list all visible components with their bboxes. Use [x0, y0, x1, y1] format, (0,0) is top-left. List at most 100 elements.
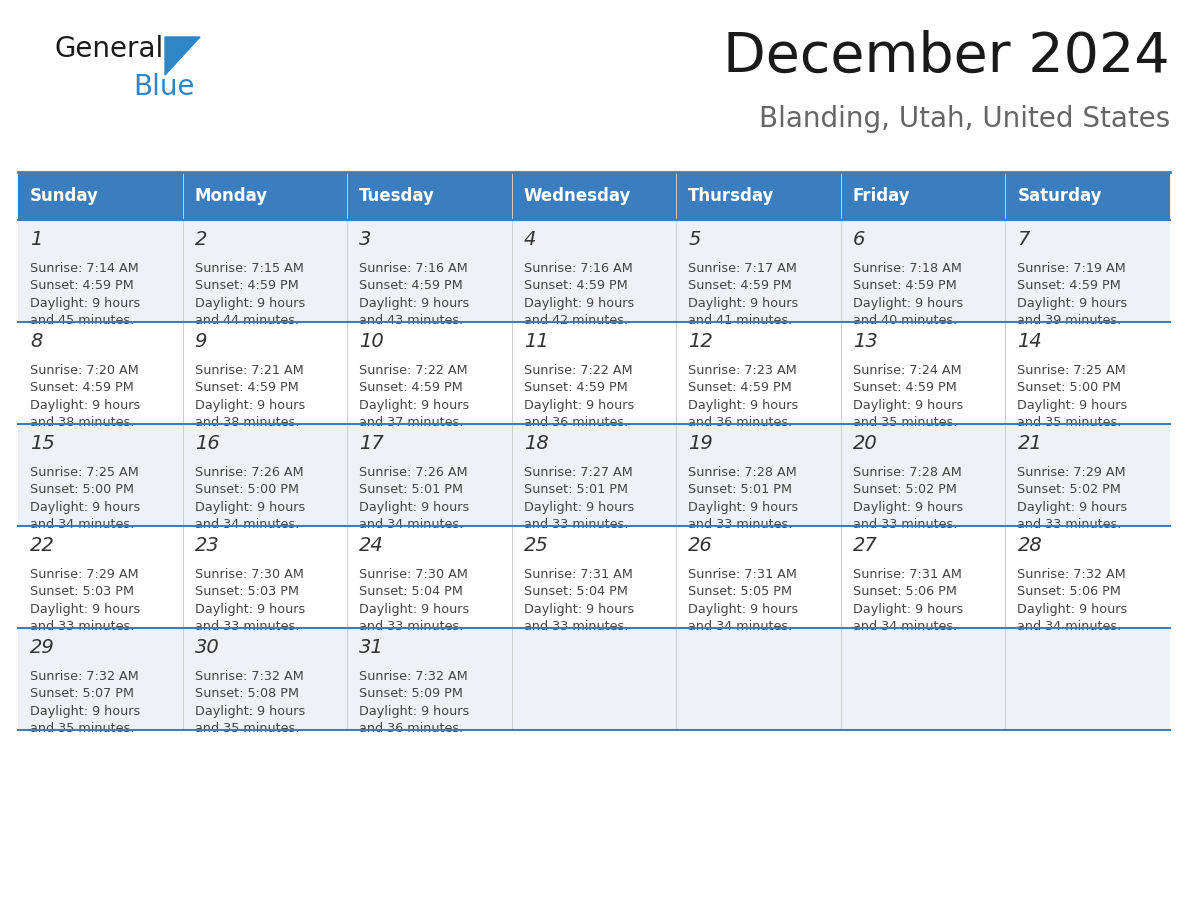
Text: Daylight: 9 hours: Daylight: 9 hours [1017, 501, 1127, 514]
Text: Sunset: 5:05 PM: Sunset: 5:05 PM [688, 586, 792, 599]
Bar [512, 526, 676, 628]
Bar [183, 628, 347, 730]
Bar [512, 322, 676, 424]
Bar [676, 526, 841, 628]
Text: Sunrise: 7:24 AM: Sunrise: 7:24 AM [853, 364, 961, 377]
Text: and 34 minutes.: and 34 minutes. [688, 621, 792, 633]
Bar [676, 424, 841, 526]
Text: Sunset: 5:01 PM: Sunset: 5:01 PM [524, 484, 627, 497]
Text: Sunrise: 7:22 AM: Sunrise: 7:22 AM [359, 364, 468, 377]
Text: Sunrise: 7:18 AM: Sunrise: 7:18 AM [853, 262, 962, 275]
Text: and 35 minutes.: and 35 minutes. [1017, 417, 1121, 430]
Text: Daylight: 9 hours: Daylight: 9 hours [688, 297, 798, 310]
Bar [676, 322, 841, 424]
Text: Daylight: 9 hours: Daylight: 9 hours [359, 297, 469, 310]
Text: Sunset: 4:59 PM: Sunset: 4:59 PM [524, 279, 627, 293]
Text: 26: 26 [688, 536, 713, 555]
Text: Sunset: 4:59 PM: Sunset: 4:59 PM [195, 382, 298, 395]
Text: and 34 minutes.: and 34 minutes. [30, 519, 134, 532]
Text: Sunset: 5:06 PM: Sunset: 5:06 PM [853, 586, 956, 599]
Text: 31: 31 [359, 638, 384, 657]
Text: 16: 16 [195, 434, 220, 453]
Text: Sunset: 4:59 PM: Sunset: 4:59 PM [359, 382, 463, 395]
Text: Daylight: 9 hours: Daylight: 9 hours [688, 603, 798, 616]
Bar [18, 172, 183, 220]
Text: Sunrise: 7:32 AM: Sunrise: 7:32 AM [195, 670, 303, 683]
Text: Sunset: 5:01 PM: Sunset: 5:01 PM [359, 484, 463, 497]
Text: 8: 8 [30, 332, 43, 351]
Text: Daylight: 9 hours: Daylight: 9 hours [195, 501, 305, 514]
Text: Sunset: 5:01 PM: Sunset: 5:01 PM [688, 484, 792, 497]
Text: 7: 7 [1017, 230, 1030, 249]
Text: Sunset: 5:03 PM: Sunset: 5:03 PM [195, 586, 298, 599]
Text: 6: 6 [853, 230, 865, 249]
Text: Sunrise: 7:16 AM: Sunrise: 7:16 AM [359, 262, 468, 275]
Bar [841, 220, 1005, 322]
Text: and 33 minutes.: and 33 minutes. [688, 519, 792, 532]
Text: and 34 minutes.: and 34 minutes. [359, 519, 463, 532]
Text: 18: 18 [524, 434, 549, 453]
Text: Friday: Friday [853, 187, 910, 205]
Text: and 33 minutes.: and 33 minutes. [30, 621, 134, 633]
Text: and 33 minutes.: and 33 minutes. [524, 519, 628, 532]
Bar [347, 220, 512, 322]
Text: Sunrise: 7:32 AM: Sunrise: 7:32 AM [359, 670, 468, 683]
Text: and 37 minutes.: and 37 minutes. [359, 417, 463, 430]
Text: Sunrise: 7:31 AM: Sunrise: 7:31 AM [853, 568, 962, 581]
Bar [1005, 424, 1170, 526]
Text: 15: 15 [30, 434, 55, 453]
Bar [183, 172, 347, 220]
Bar [512, 628, 676, 730]
Text: and 33 minutes.: and 33 minutes. [195, 621, 299, 633]
Bar [183, 220, 347, 322]
Bar [512, 424, 676, 526]
Text: Daylight: 9 hours: Daylight: 9 hours [359, 705, 469, 718]
Text: Daylight: 9 hours: Daylight: 9 hours [853, 603, 963, 616]
Text: Sunset: 5:00 PM: Sunset: 5:00 PM [30, 484, 134, 497]
Text: Daylight: 9 hours: Daylight: 9 hours [688, 501, 798, 514]
Text: Sunset: 5:00 PM: Sunset: 5:00 PM [195, 484, 298, 497]
Text: Daylight: 9 hours: Daylight: 9 hours [853, 297, 963, 310]
Text: Thursday: Thursday [688, 187, 775, 205]
Text: Sunrise: 7:25 AM: Sunrise: 7:25 AM [30, 466, 139, 479]
Text: and 34 minutes.: and 34 minutes. [853, 621, 958, 633]
Bar [1005, 220, 1170, 322]
Text: Daylight: 9 hours: Daylight: 9 hours [524, 501, 634, 514]
Text: Daylight: 9 hours: Daylight: 9 hours [30, 501, 140, 514]
Text: Sunset: 4:59 PM: Sunset: 4:59 PM [524, 382, 627, 395]
Text: 12: 12 [688, 332, 713, 351]
Text: Tuesday: Tuesday [359, 187, 435, 205]
Text: and 39 minutes.: and 39 minutes. [1017, 315, 1121, 328]
Text: Daylight: 9 hours: Daylight: 9 hours [195, 399, 305, 412]
Text: Daylight: 9 hours: Daylight: 9 hours [30, 297, 140, 310]
Text: Daylight: 9 hours: Daylight: 9 hours [524, 603, 634, 616]
Text: Sunrise: 7:30 AM: Sunrise: 7:30 AM [359, 568, 468, 581]
Bar [347, 526, 512, 628]
Text: Sunrise: 7:15 AM: Sunrise: 7:15 AM [195, 262, 303, 275]
Text: Daylight: 9 hours: Daylight: 9 hours [30, 603, 140, 616]
Text: Sunrise: 7:31 AM: Sunrise: 7:31 AM [688, 568, 797, 581]
Text: and 33 minutes.: and 33 minutes. [524, 621, 628, 633]
Text: and 36 minutes.: and 36 minutes. [524, 417, 628, 430]
Text: Blue: Blue [133, 73, 195, 101]
Bar [18, 424, 183, 526]
Text: Sunset: 4:59 PM: Sunset: 4:59 PM [195, 279, 298, 293]
Text: and 33 minutes.: and 33 minutes. [853, 519, 958, 532]
Text: Sunrise: 7:17 AM: Sunrise: 7:17 AM [688, 262, 797, 275]
Text: 22: 22 [30, 536, 55, 555]
Text: Daylight: 9 hours: Daylight: 9 hours [359, 501, 469, 514]
Text: and 38 minutes.: and 38 minutes. [30, 417, 134, 430]
Text: Sunset: 4:59 PM: Sunset: 4:59 PM [30, 382, 134, 395]
Text: Sunset: 5:07 PM: Sunset: 5:07 PM [30, 688, 134, 700]
Text: Sunset: 4:59 PM: Sunset: 4:59 PM [853, 279, 956, 293]
Text: 13: 13 [853, 332, 878, 351]
Text: Sunrise: 7:32 AM: Sunrise: 7:32 AM [30, 670, 139, 683]
Bar [512, 220, 676, 322]
Text: Sunset: 4:59 PM: Sunset: 4:59 PM [853, 382, 956, 395]
Text: Daylight: 9 hours: Daylight: 9 hours [195, 705, 305, 718]
Text: Sunrise: 7:16 AM: Sunrise: 7:16 AM [524, 262, 632, 275]
Text: Sunrise: 7:19 AM: Sunrise: 7:19 AM [1017, 262, 1126, 275]
Text: Daylight: 9 hours: Daylight: 9 hours [524, 399, 634, 412]
Text: 28: 28 [1017, 536, 1042, 555]
Text: Daylight: 9 hours: Daylight: 9 hours [359, 399, 469, 412]
